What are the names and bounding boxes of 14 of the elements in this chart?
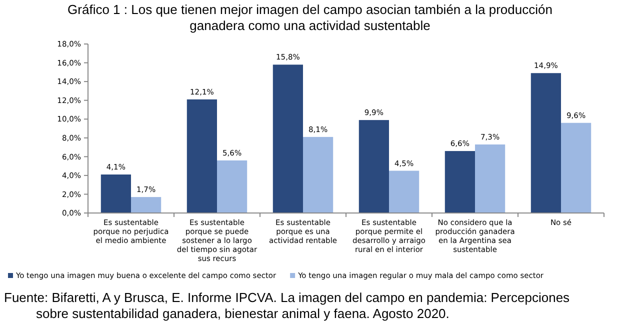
bar [100, 174, 131, 213]
chart-title: Gráfico 1 : Los que tienen mejor imagen del campo asocian también a la producción ganadera como una actividad sustentable [68, 2, 552, 33]
source-note: Fuente: Bifaretti, A y Brusca, E. Informe IPCVA. La imagen del campo en pandemia: Percepciones sobre sustentabilidad ganadera, bienestar animal y faena. Agosto 2020. [4, 290, 570, 321]
bar [358, 120, 389, 213]
bar [561, 122, 592, 213]
bar [217, 160, 248, 213]
bar [272, 64, 303, 213]
bar [444, 151, 475, 213]
bar [303, 136, 334, 213]
bar [131, 197, 162, 213]
bar [475, 144, 506, 213]
bar [389, 170, 420, 213]
bar [186, 99, 217, 213]
bar [530, 73, 561, 213]
